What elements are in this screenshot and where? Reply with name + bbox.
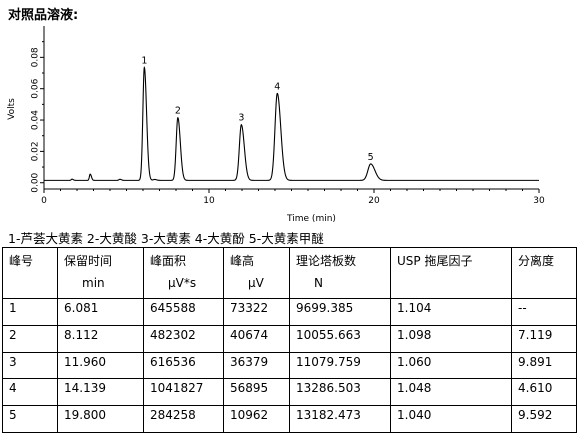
- column-header-label: 峰面积: [150, 254, 187, 268]
- x-tick-label: 0: [41, 196, 47, 206]
- table-row: 4 14.139 1041827 56895 13286.503 1.048 4.610: [2, 378, 577, 407]
- column-header-label: 峰高: [230, 254, 255, 268]
- table-row: 5 19.800 284258 10962 13182.473 1.040 9.592: [2, 405, 577, 433]
- table-cell: 1: [2, 298, 58, 326]
- table-cell: 13182.473: [289, 405, 391, 433]
- table-cell: 10962: [223, 405, 290, 433]
- table-cell: --: [511, 298, 577, 326]
- table-cell: 11079.759: [289, 351, 391, 380]
- table-cell: 11.960: [57, 351, 144, 380]
- column-header: USP 拖尾因子: [390, 247, 512, 299]
- table-cell: 4: [2, 378, 58, 407]
- table-cell: 13286.503: [289, 378, 391, 407]
- chromatogram-trace: [44, 66, 539, 181]
- y-tick-label: 0.00: [31, 172, 41, 192]
- column-header-unit: min: [82, 276, 105, 290]
- column-header: 理论塔板数 N: [289, 247, 391, 299]
- table-cell: 6.081: [57, 298, 144, 326]
- table-cell: 1.104: [390, 298, 512, 326]
- table-cell: 1.098: [390, 324, 512, 353]
- table-row: 2 8.112 482302 40674 10055.663 1.098 7.119: [2, 324, 577, 353]
- table-cell: 10055.663: [289, 324, 391, 353]
- column-header: 峰高 μV: [223, 247, 290, 299]
- peak-legend: 1-芦荟大黄素 2-大黄酸 3-大黄素 4-大黄酚 5-大黄素甲醚: [8, 231, 324, 246]
- column-header-label: 理论塔板数: [296, 254, 357, 268]
- table-cell: 2: [2, 324, 58, 353]
- x-tick-label: 30: [533, 196, 545, 206]
- column-header: 峰面积 μV*s: [143, 247, 224, 299]
- peak-label-5: 5: [368, 152, 374, 163]
- table-cell: 1.040: [390, 405, 512, 433]
- column-header: 峰号: [2, 247, 58, 299]
- table-cell: 645588: [143, 298, 224, 326]
- table-cell: 1.060: [390, 351, 512, 380]
- chromatogram-chart: 0 10 20 30 0.00 0.02 0.04 0.06 0.08 Time (min) Vol…: [7, 26, 545, 224]
- y-tick-label: 0.02: [31, 141, 41, 161]
- column-header-unit: N: [314, 276, 323, 290]
- column-header: 分离度: [511, 247, 577, 299]
- table-cell: 14.139: [57, 378, 144, 407]
- table-cell: 9699.385: [289, 298, 391, 326]
- table-row: 3 11.960 616536 36379 11079.759 1.060 9.891: [2, 351, 577, 380]
- table-cell: 36379: [223, 351, 290, 380]
- table-cell: 616536: [143, 351, 224, 380]
- table-row: 1 6.081 645588 73322 9699.385 1.104 --: [2, 298, 577, 326]
- table-cell: 8.112: [57, 324, 144, 353]
- y-tick-label: 0.06: [31, 78, 41, 98]
- table-cell: 9.891: [511, 351, 577, 380]
- table-cell: 4.610: [511, 378, 577, 407]
- column-header-unit: μV*s: [168, 276, 197, 290]
- y-axis-label: Volts: [7, 98, 17, 120]
- table-header-row: 峰号 保留时间 min 峰面积 μV*s 峰高 μV 理论塔板数 N USP 拖尾因子 分离度: [2, 247, 577, 299]
- table-cell: 40674: [223, 324, 290, 353]
- peak-label-2: 2: [175, 106, 181, 117]
- column-header-label: 保留时间: [64, 254, 113, 268]
- table-cell: 3: [2, 351, 58, 380]
- x-tick-label: 10: [203, 196, 215, 206]
- y-tick-label: 0.04: [31, 110, 41, 130]
- table-cell: 73322: [223, 298, 290, 326]
- column-header: 保留时间 min: [57, 247, 144, 299]
- x-tick-label: 20: [368, 196, 380, 206]
- column-header-label: USP 拖尾因子: [397, 254, 473, 268]
- peak-label-4: 4: [274, 81, 280, 92]
- table-cell: 19.800: [57, 405, 144, 433]
- x-axis-label: Time (min): [286, 214, 336, 224]
- table-cell: 482302: [143, 324, 224, 353]
- column-header-label: 分离度: [518, 254, 555, 268]
- table-cell: 284258: [143, 405, 224, 433]
- table-cell: 7.119: [511, 324, 577, 353]
- table-cell: 9.592: [511, 405, 577, 433]
- table-cell: 1.048: [390, 378, 512, 407]
- y-tick-label: 0.08: [31, 47, 41, 67]
- table-cell: 1041827: [143, 378, 224, 407]
- column-header-label: 峰号: [9, 254, 34, 268]
- column-header-unit: μV: [248, 276, 264, 290]
- peak-label-3: 3: [238, 113, 244, 124]
- page-title: 对照品溶液:: [8, 8, 79, 23]
- table-cell: 5: [2, 405, 58, 433]
- table-cell: 56895: [223, 378, 290, 407]
- peak-label-1: 1: [141, 56, 147, 67]
